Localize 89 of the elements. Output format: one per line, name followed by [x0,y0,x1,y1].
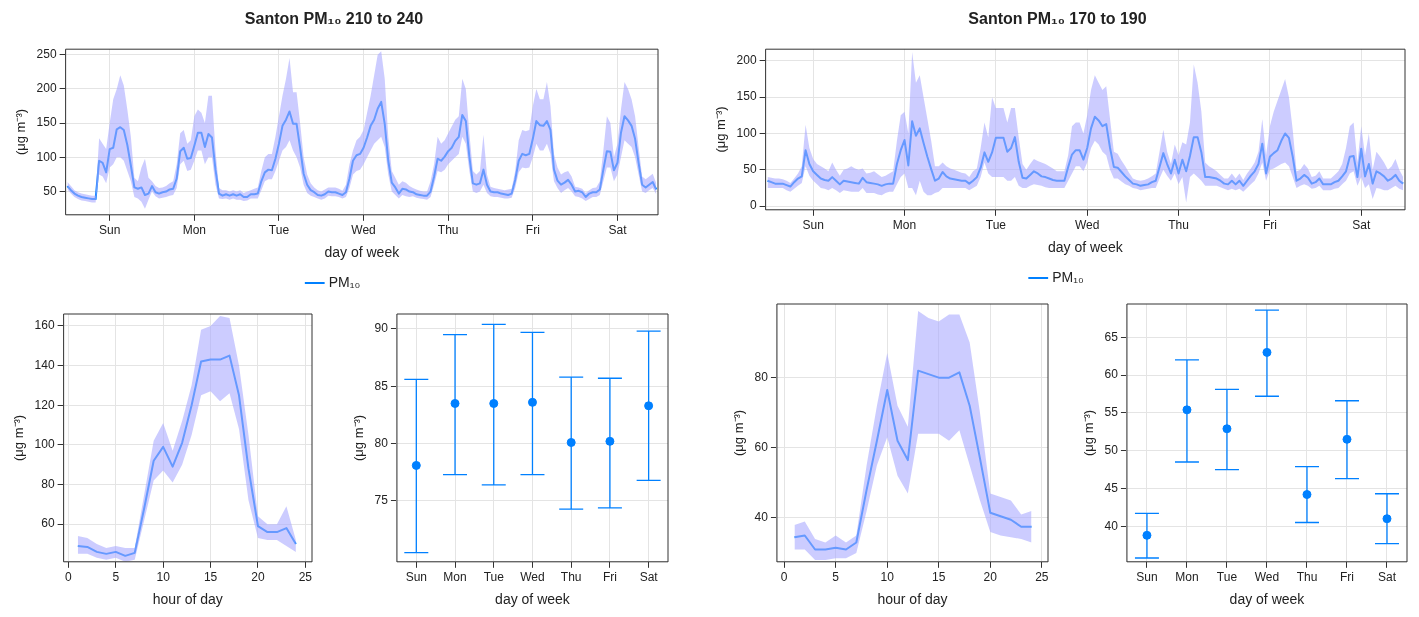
x-tick-label: Thu [1168,218,1189,233]
x-axis-title: day of week [495,591,571,608]
x-tick-label: 0 [65,570,73,585]
y-tick-label: 120 [34,397,55,412]
y-axis-title: (μg m⁻³) [13,108,29,156]
x-tick-label: Fri [1262,218,1277,233]
y-tick-label: 40 [754,510,769,525]
y-tick-label: 0 [749,198,757,213]
x-tick-label: Sat [1352,218,1371,233]
x-tick-label: Fri [525,223,540,238]
y-axis-title: (μg m⁻³) [731,409,747,456]
x-tick-label: 25 [1035,570,1049,585]
y-tick-label: 100 [34,437,55,452]
x-tick-label: 5 [112,570,120,585]
y-tick-label: 85 [374,378,389,393]
x-tick-label: Sat [608,223,628,238]
y-tick-label: 250 [36,46,57,61]
x-axis-title: hour of day [877,591,948,608]
y-tick-label: 150 [36,115,57,130]
x-tick-label: Mon [1175,570,1199,585]
point [489,398,499,408]
x-tick-label: Mon [182,223,206,238]
x-tick-label: Fri [602,570,617,585]
x-tick-label: Wed [1074,218,1100,233]
point [644,401,654,411]
y-tick-label: 60 [41,516,55,531]
x-tick-label: Thu [437,223,459,238]
y-tick-label: 40 [1104,518,1119,533]
y-tick-label: 50 [743,162,757,177]
y-tick-label: 60 [1104,367,1119,382]
x-tick-label: Fri [1339,570,1354,585]
y-tick-label: 90 [374,321,389,336]
chart-title: Santon PM₁₀ 210 to 240 [244,10,424,28]
y-tick-label: 100 [36,149,57,164]
x-tick-label: 20 [983,570,998,585]
y-tick-label: 100 [736,125,757,140]
x-tick-label: 0 [780,570,788,585]
x-axis-title: hour of day [152,591,223,608]
x-tick-label: Wed [1254,570,1280,585]
x-axis-title: day of week [1229,591,1306,608]
y-tick-label: 160 [34,318,55,333]
y-tick-label: 75 [374,493,389,508]
y-axis-title: (μg m⁻³) [351,414,367,461]
chart-title: Santon PM₁₀ 170 to 190 [968,10,1147,28]
y-tick-label: 55 [1104,405,1119,420]
y-tick-label: 45 [1104,480,1119,495]
x-tick-label: 15 [203,570,218,585]
x-tick-label: Thu [560,570,582,585]
y-tick-label: 200 [736,53,757,68]
y-tick-label: 50 [43,183,57,198]
x-tick-label: Sun [1136,570,1158,585]
x-tick-label: 5 [832,570,840,585]
x-tick-label: 15 [932,570,946,585]
y-tick-label: 80 [754,369,769,384]
y-tick-label: 150 [736,89,757,104]
x-tick-label: Sun [405,570,427,585]
x-tick-label: Mon [892,218,917,233]
y-tick-label: 60 [754,440,769,455]
point [411,460,421,470]
y-tick-label: 80 [41,476,55,491]
x-tick-label: Mon [443,570,467,585]
x-tick-label: Sat [639,570,659,585]
x-tick-label: 10 [156,570,171,585]
legend-label: PM₁₀ [1052,268,1084,285]
y-tick-label: 50 [1104,442,1119,457]
y-tick-label: 140 [34,357,55,372]
x-tick-label: Tue [985,218,1007,233]
x-tick-label: Wed [351,223,376,238]
y-tick-label: 65 [1104,329,1119,344]
x-tick-label: Tue [483,570,505,585]
x-tick-label: 10 [880,570,895,585]
point [527,397,537,407]
x-tick-label: Sun [99,223,121,238]
x-tick-label: Sat [1377,570,1397,585]
x-tick-label: 25 [298,570,313,585]
x-tick-label: 20 [251,570,265,585]
y-axis-title: (μg m⁻³) [713,106,729,153]
y-tick-label: 80 [374,435,389,450]
legend-label: PM₁₀ [328,273,361,290]
y-tick-label: 200 [36,81,57,96]
x-tick-label: Thu [1296,570,1318,585]
y-axis-title: (μg m⁻³) [11,414,27,461]
y-axis-title: (μg m⁻³) [1081,409,1097,456]
x-axis-title: day of week [324,244,401,261]
x-tick-label: Wed [520,570,545,585]
x-tick-label: Sun [802,218,824,233]
x-axis-title: day of week [1047,239,1124,256]
x-tick-label: Tue [1216,570,1238,585]
x-tick-label: Tue [268,223,290,238]
